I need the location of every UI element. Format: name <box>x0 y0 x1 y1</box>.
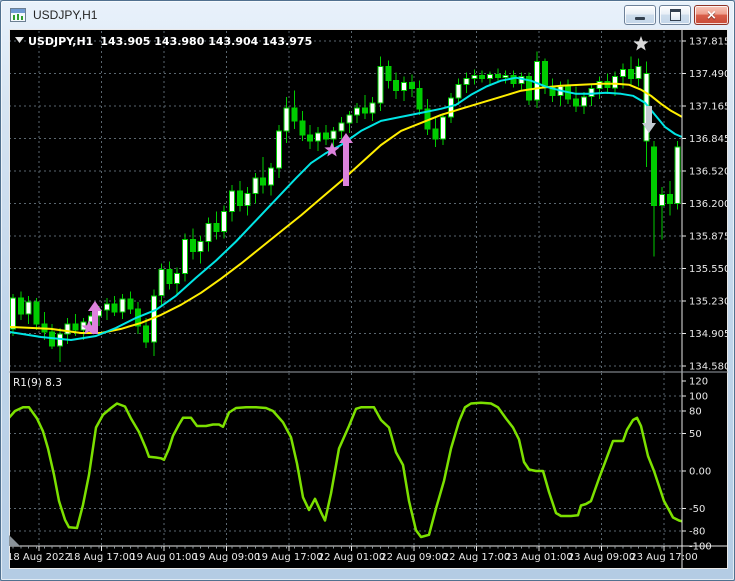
svg-text:135.230: 135.230 <box>689 297 728 308</box>
svg-text:120: 120 <box>689 377 708 388</box>
svg-text:136.200: 136.200 <box>689 199 728 210</box>
svg-text:-80: -80 <box>689 527 705 538</box>
symbol-dropdown-icon[interactable] <box>15 37 24 43</box>
time-label: 18 Aug 2022 <box>9 552 71 563</box>
svg-text:134.905: 134.905 <box>689 329 728 340</box>
titlebar[interactable]: USDJPY,H1 × <box>1 1 734 28</box>
svg-text:137.165: 137.165 <box>689 102 728 113</box>
buy-signal-star-2 <box>324 142 340 157</box>
svg-text:135.875: 135.875 <box>689 232 728 243</box>
svg-text:134.580: 134.580 <box>689 362 728 373</box>
candles[interactable] <box>10 51 681 363</box>
time-label: 23 Aug 01:00 <box>505 552 572 563</box>
time-label: 19 Aug 09:00 <box>193 552 260 563</box>
close-icon: × <box>706 7 717 23</box>
indicator-axis[interactable]: 120 100 80 50 0.00 -50 -80 -100 <box>682 377 712 553</box>
panel-borders <box>9 29 728 569</box>
maximize-button[interactable] <box>659 5 691 25</box>
time-label: 22 Aug 17:00 <box>443 552 510 563</box>
svg-text:136.520: 136.520 <box>689 167 728 178</box>
svg-text:135.550: 135.550 <box>689 264 728 275</box>
svg-text:-50: -50 <box>689 504 705 515</box>
minimize-icon <box>635 17 645 20</box>
price-axis[interactable]: 137.815 137.490 137.165 136.845 136.520 136.2… <box>682 37 728 373</box>
svg-text:50: 50 <box>689 429 702 440</box>
ma-fast-line <box>9 76 683 341</box>
minimize-button[interactable] <box>624 5 656 25</box>
buy-signal-star-1 <box>81 320 97 335</box>
time-label: 23 Aug 17:00 <box>630 552 697 563</box>
time-label: 22 Aug 09:00 <box>380 552 447 563</box>
chart-header: USDJPY,H1 143.905 143.980 143.904 143.975 <box>28 35 312 48</box>
chart-icon <box>10 7 26 22</box>
sell-signal-star <box>633 36 649 51</box>
window-controls: × <box>624 5 729 25</box>
ma-slow-line <box>9 82 683 334</box>
close-button[interactable]: × <box>694 5 729 25</box>
time-label: 18 Aug 17:00 <box>68 552 135 563</box>
sell-signal-arrow <box>642 106 656 133</box>
svg-text:0.00: 0.00 <box>689 467 711 478</box>
svg-text:100: 100 <box>689 392 708 403</box>
svg-text:137.815: 137.815 <box>689 37 728 48</box>
time-label: 22 Aug 01:00 <box>318 552 385 563</box>
window-title: USDJPY,H1 <box>33 7 98 22</box>
grid-layer <box>9 31 682 546</box>
signal-markers <box>81 36 656 335</box>
time-label: 19 Aug 01:00 <box>130 552 197 563</box>
svg-text:-100: -100 <box>689 542 712 553</box>
svg-text:137.490: 137.490 <box>689 69 728 80</box>
svg-text:80: 80 <box>689 407 702 418</box>
time-label: 23 Aug 09:00 <box>568 552 635 563</box>
svg-text:136.845: 136.845 <box>689 134 728 145</box>
oscillator-line <box>9 401 683 539</box>
ma-lines <box>9 76 683 341</box>
panel-grip[interactable] <box>9 535 20 546</box>
chart-canvas[interactable]: 137.815 137.490 137.165 136.845 136.520 136.2… <box>9 29 728 569</box>
buy-signal-arrow-2 <box>339 133 353 186</box>
indicator-label: R1(9) 8.3 <box>13 377 62 389</box>
time-label: 19 Aug 17:00 <box>255 552 322 563</box>
restore-icon <box>669 9 681 21</box>
chart-client-area: 137.815 137.490 137.165 136.845 136.520 136.2… <box>9 29 728 569</box>
buy-signal-arrow-1 <box>88 301 102 334</box>
